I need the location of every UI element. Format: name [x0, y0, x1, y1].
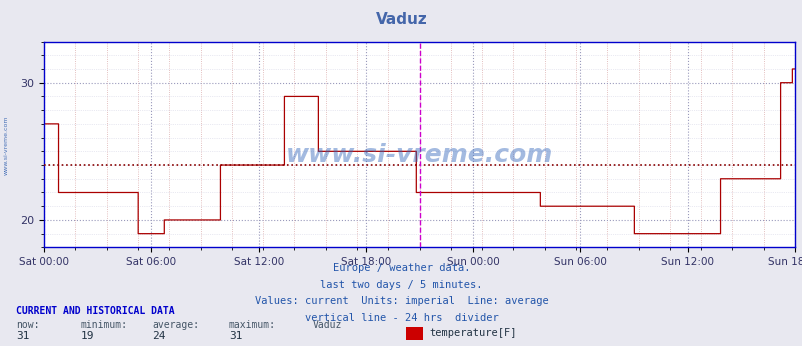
- Text: Vaduz: Vaduz: [313, 320, 342, 329]
- Text: Vaduz: Vaduz: [375, 11, 427, 27]
- Text: temperature[F]: temperature[F]: [429, 328, 516, 338]
- Text: maximum:: maximum:: [229, 320, 276, 329]
- Text: 31: 31: [16, 331, 30, 340]
- Text: 31: 31: [229, 331, 242, 340]
- Text: Values: current  Units: imperial  Line: average: Values: current Units: imperial Line: av…: [254, 297, 548, 306]
- Text: www.si-vreme.com: www.si-vreme.com: [286, 143, 553, 167]
- Text: Europe / weather data.: Europe / weather data.: [332, 263, 470, 273]
- Text: now:: now:: [16, 320, 39, 329]
- Text: average:: average:: [152, 320, 200, 329]
- Text: 24: 24: [152, 331, 166, 340]
- Text: last two days / 5 minutes.: last two days / 5 minutes.: [320, 280, 482, 290]
- Text: 19: 19: [80, 331, 94, 340]
- Text: vertical line - 24 hrs  divider: vertical line - 24 hrs divider: [304, 313, 498, 323]
- Text: CURRENT AND HISTORICAL DATA: CURRENT AND HISTORICAL DATA: [16, 307, 175, 316]
- Text: minimum:: minimum:: [80, 320, 128, 329]
- Text: www.si-vreme.com: www.si-vreme.com: [4, 116, 9, 175]
